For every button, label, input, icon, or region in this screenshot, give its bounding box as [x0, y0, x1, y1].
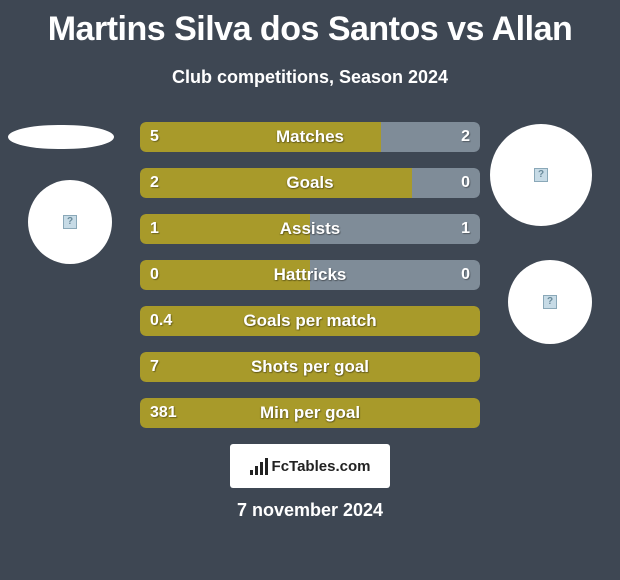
stats-container: 52Matches 20Goals 11Assists 00Hattricks 0.4G…: [140, 122, 480, 444]
stat-label: Matches: [140, 122, 480, 152]
placeholder-icon: [534, 168, 548, 182]
placeholder-icon: [63, 215, 77, 229]
stat-row: 00Hattricks: [140, 260, 480, 290]
placeholder-icon: [543, 295, 557, 309]
stat-label: Min per goal: [140, 398, 480, 428]
badge-left-circle: [28, 180, 112, 264]
stat-label: Goals: [140, 168, 480, 198]
footer-logo: FcTables.com: [230, 444, 390, 488]
badge-right-circle-1: [490, 124, 592, 226]
footer-date: 7 november 2024: [0, 500, 620, 521]
logo-bars-icon: [250, 457, 268, 475]
stat-row: 0.4Goals per match: [140, 306, 480, 336]
stat-row: 52Matches: [140, 122, 480, 152]
stat-row: 20Goals: [140, 168, 480, 198]
logo-text: FcTables.com: [272, 458, 371, 475]
stat-label: Assists: [140, 214, 480, 244]
stat-label: Shots per goal: [140, 352, 480, 382]
page-title: Martins Silva dos Santos vs Allan: [0, 0, 620, 49]
stat-label: Goals per match: [140, 306, 480, 336]
subtitle: Club competitions, Season 2024: [0, 67, 620, 88]
stat-label: Hattricks: [140, 260, 480, 290]
badge-right-circle-2: [508, 260, 592, 344]
stat-row: 7Shots per goal: [140, 352, 480, 382]
stat-row: 11Assists: [140, 214, 480, 244]
stat-row: 381Min per goal: [140, 398, 480, 428]
badge-left-ellipse: [8, 125, 114, 149]
